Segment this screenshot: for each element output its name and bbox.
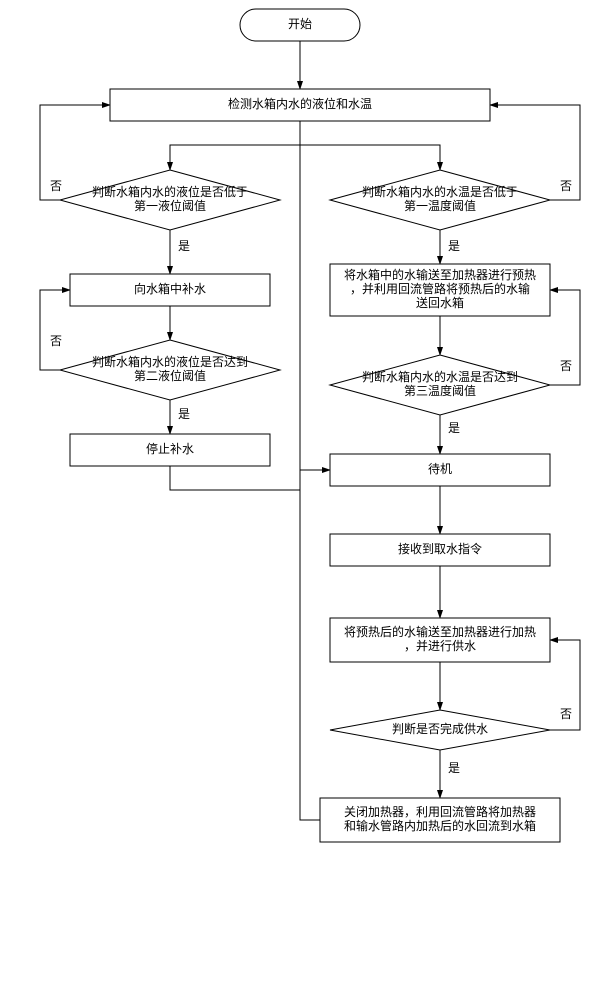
node-text: 开始 bbox=[288, 17, 312, 31]
node-text: 判断是否完成供水 bbox=[392, 721, 488, 736]
node-fill: 向水箱中补水 bbox=[70, 274, 270, 306]
node-recv: 接收到取水指令 bbox=[330, 534, 550, 566]
edge bbox=[40, 290, 70, 370]
node-text: 判断水箱内水的液位是否达到 bbox=[92, 354, 248, 369]
node-text: 将水箱中的水输送至加热器进行预热 bbox=[344, 267, 536, 282]
edge bbox=[170, 145, 300, 170]
edge-label: 否 bbox=[560, 707, 572, 721]
node-preheat: 将水箱中的水输送至加热器进行预热，并利用回流管路将预热后的水输送回水箱 bbox=[330, 264, 550, 316]
node-text: 判断水箱内水的水温是否达到 bbox=[362, 369, 518, 384]
edge-label: 是 bbox=[448, 239, 460, 253]
node-text: 和输水管路内加热后的水回流到水箱 bbox=[344, 818, 536, 833]
node-text: 送回水箱 bbox=[416, 295, 464, 310]
node-text: 检测水箱内水的液位和水温 bbox=[228, 96, 372, 111]
edge-label: 否 bbox=[50, 334, 62, 348]
node-start: 开始 bbox=[240, 9, 360, 41]
node-text: 接收到取水指令 bbox=[398, 541, 482, 556]
edge bbox=[300, 470, 330, 820]
node-text: 待机 bbox=[428, 462, 452, 476]
node-d_temp1: 判断水箱内水的水温是否低于第一温度阈值 bbox=[330, 170, 550, 230]
edge-label: 是 bbox=[178, 239, 190, 253]
node-standby: 待机 bbox=[330, 454, 550, 486]
node-text: 第三温度阈值 bbox=[404, 383, 476, 398]
node-text: 判断水箱内水的水温是否低于 bbox=[362, 184, 518, 199]
edge-label: 否 bbox=[560, 179, 572, 193]
node-text: 关闭加热器，利用回流管路将加热器 bbox=[344, 804, 536, 819]
node-close: 关闭加热器，利用回流管路将加热器和输水管路内加热后的水回流到水箱 bbox=[320, 798, 560, 842]
node-text: 第一温度阈值 bbox=[404, 198, 476, 213]
edge-label: 是 bbox=[448, 761, 460, 775]
node-stopfill: 停止补水 bbox=[70, 434, 270, 466]
node-d_level2: 判断水箱内水的液位是否达到第二液位阈值 bbox=[60, 340, 280, 400]
edge-label: 是 bbox=[178, 407, 190, 421]
node-text: 第二液位阈值 bbox=[134, 368, 206, 383]
node-text: 停止补水 bbox=[146, 441, 194, 456]
node-d_done: 判断是否完成供水 bbox=[330, 710, 550, 750]
node-heat: 将预热后的水输送至加热器进行加热，并进行供水 bbox=[330, 618, 550, 662]
edge-label: 否 bbox=[50, 179, 62, 193]
node-text: 将预热后的水输送至加热器进行加热 bbox=[344, 624, 536, 639]
node-d_temp3: 判断水箱内水的水温是否达到第三温度阈值 bbox=[330, 355, 550, 415]
node-text: 第一液位阈值 bbox=[134, 198, 206, 213]
node-d_level1: 判断水箱内水的液位是否低于第一液位阈值 bbox=[60, 170, 280, 230]
edge-label: 否 bbox=[560, 359, 572, 373]
edge-label: 是 bbox=[448, 421, 460, 435]
node-text: ，并利用回流管路将预热后的水输 bbox=[350, 281, 530, 296]
node-text: 判断水箱内水的液位是否低于 bbox=[92, 184, 248, 199]
node-detect: 检测水箱内水的液位和水温 bbox=[110, 89, 490, 121]
node-text: 向水箱中补水 bbox=[134, 281, 206, 296]
edge bbox=[300, 145, 440, 170]
node-text: ，并进行供水 bbox=[404, 639, 476, 653]
flowchart: 否是否是否是否是否是开始检测水箱内水的液位和水温判断水箱内水的液位是否低于第一液… bbox=[0, 0, 606, 1000]
